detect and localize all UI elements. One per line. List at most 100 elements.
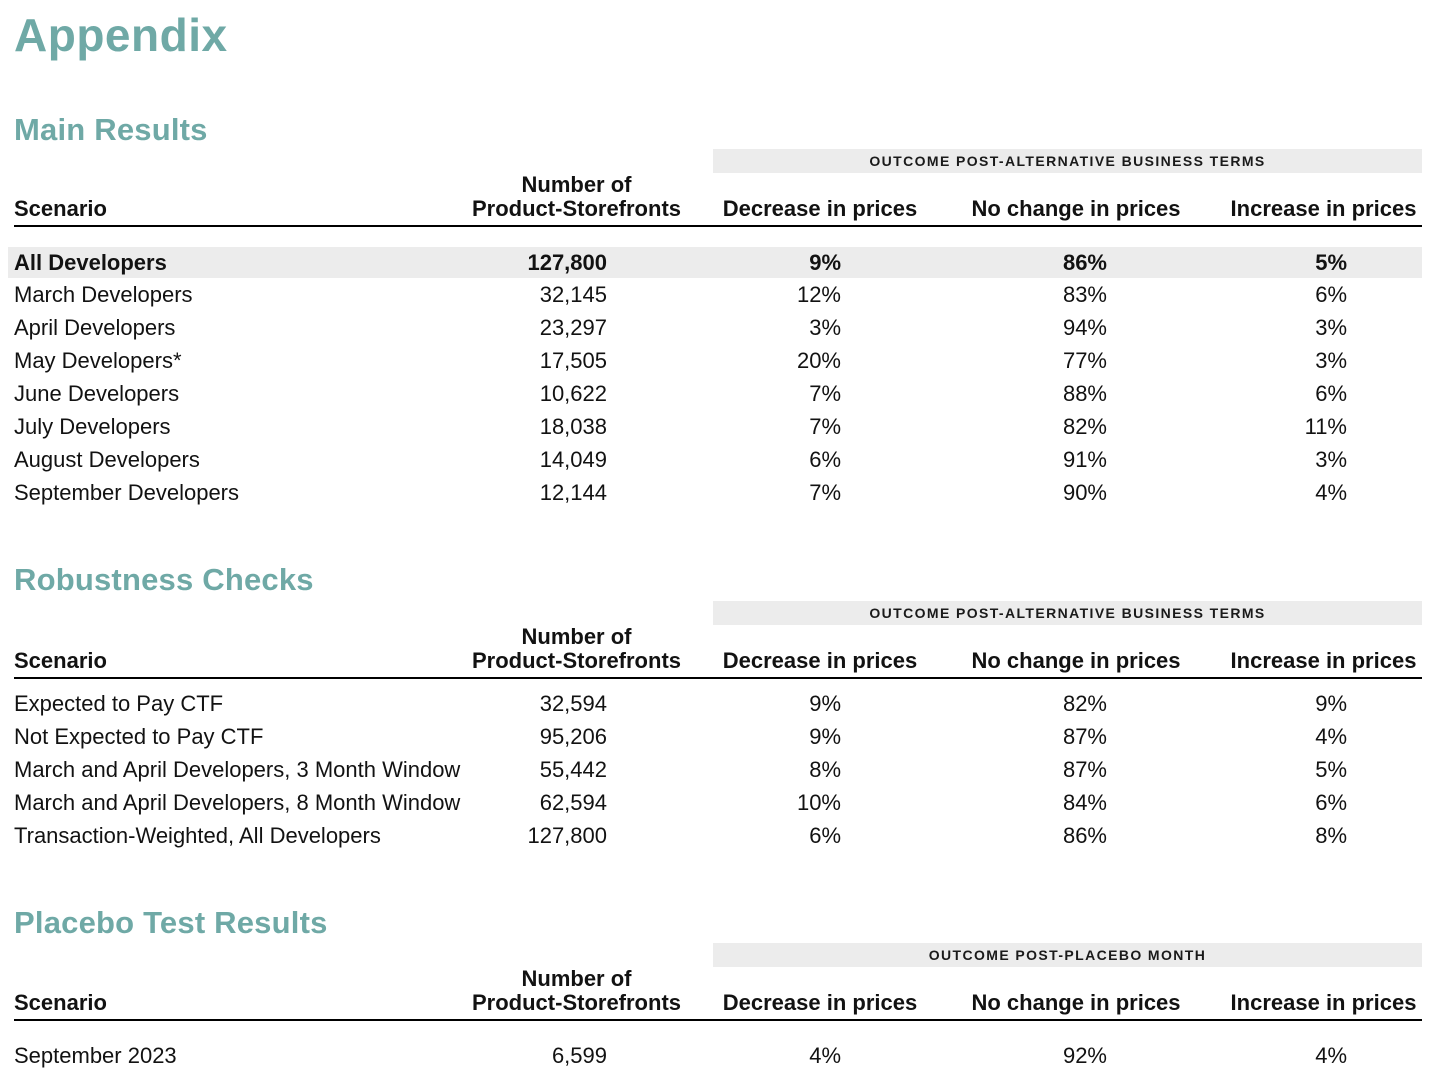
robustness-checks-table: OUTCOME POST-ALTERNATIVE BUSINESS TERMS …: [14, 601, 1422, 852]
increase-cell: 6%: [1315, 380, 1347, 406]
scenario-cell: June Developers: [14, 380, 180, 406]
table-body: Expected to Pay CTF 32,594 9% 82% 9% Not…: [14, 687, 1422, 852]
page-title: Appendix: [14, 9, 228, 61]
count-cell: 17,505: [539, 347, 607, 373]
no-change-cell: 86%: [1062, 249, 1107, 275]
main-results-table: OUTCOME POST-ALTERNATIVE BUSINESS TERMS …: [8, 149, 1422, 509]
count-cell: 62,594: [539, 789, 607, 815]
section-title-robustness-checks: Robustness Checks: [14, 562, 314, 597]
table-header-row: Scenario Number of Product-Storefronts D…: [14, 625, 1422, 679]
decrease-cell: 7%: [809, 413, 841, 439]
decrease-cell: 3%: [809, 314, 841, 340]
table-body: All Developers 127,800 9% 86% 5% March D…: [8, 247, 1422, 509]
column-header-increase: Increase in prices: [1230, 196, 1417, 221]
table-row: July Developers 18,038 7% 82% 11%: [14, 410, 1422, 443]
increase-cell: 8%: [1315, 822, 1347, 848]
scenario-cell: March and April Developers, 3 Month Wind…: [14, 756, 461, 782]
increase-cell: 11%: [1304, 413, 1347, 439]
column-header-storefronts-line1: Number of: [521, 172, 632, 197]
count-cell: 14,049: [539, 446, 607, 472]
decrease-cell: 6%: [809, 822, 841, 848]
count-cell: 10,622: [539, 380, 607, 406]
no-change-cell: 86%: [1062, 822, 1107, 848]
column-header-scenario: Scenario: [14, 990, 107, 1015]
no-change-cell: 94%: [1062, 314, 1107, 340]
increase-cell: 3%: [1315, 347, 1347, 373]
table-header-row: Scenario Number of Product-Storefronts D…: [14, 967, 1422, 1021]
section-title-main-results: Main Results: [14, 112, 208, 147]
column-header-storefronts-line1: Number of: [521, 966, 632, 991]
scenario-cell: September 2023: [14, 1042, 177, 1068]
table-row: March Developers 32,145 12% 83% 6%: [14, 278, 1422, 311]
no-change-cell: 87%: [1062, 756, 1107, 782]
table-row: June Developers 10,622 7% 88% 6%: [14, 377, 1422, 410]
count-cell: 32,594: [539, 690, 607, 716]
decrease-cell: 10%: [796, 789, 841, 815]
count-cell: 12,144: [539, 479, 607, 505]
decrease-cell: 7%: [809, 479, 841, 505]
outcome-band-row: OUTCOME POST-PLACEBO MONTH: [14, 943, 1422, 967]
table-row: Transaction-Weighted, All Developers 127…: [14, 819, 1422, 852]
column-header-scenario: Scenario: [14, 196, 107, 221]
decrease-cell: 9%: [809, 249, 841, 275]
count-cell: 6,599: [551, 1042, 607, 1068]
table-row: September Developers 12,144 7% 90% 4%: [14, 476, 1422, 509]
no-change-cell: 90%: [1062, 479, 1107, 505]
count-cell: 18,038: [539, 413, 607, 439]
increase-cell: 6%: [1315, 281, 1347, 307]
column-header-no-change: No change in prices: [971, 196, 1181, 221]
column-header-increase: Increase in prices: [1230, 648, 1417, 673]
column-header-increase: Increase in prices: [1230, 990, 1417, 1015]
no-change-cell: 83%: [1062, 281, 1107, 307]
scenario-cell: August Developers: [14, 446, 200, 472]
table-row: Expected to Pay CTF 32,594 9% 82% 9%: [14, 687, 1422, 720]
section-title-placebo-test-results: Placebo Test Results: [14, 905, 328, 940]
outcome-band: OUTCOME POST-ALTERNATIVE BUSINESS TERMS: [713, 149, 1422, 173]
decrease-cell: 4%: [809, 1042, 841, 1068]
table-row: March and April Developers, 3 Month Wind…: [14, 753, 1422, 786]
increase-cell: 9%: [1315, 690, 1347, 716]
decrease-cell: 6%: [809, 446, 841, 472]
column-header-decrease: Decrease in prices: [722, 196, 918, 221]
table-row: April Developers 23,297 3% 94% 3%: [14, 311, 1422, 344]
increase-cell: 6%: [1315, 789, 1347, 815]
scenario-cell: Transaction-Weighted, All Developers: [14, 822, 381, 848]
count-cell: 127,800: [527, 249, 607, 275]
count-cell: 127,800: [527, 822, 607, 848]
placebo-test-table: OUTCOME POST-PLACEBO MONTH Scenario Numb…: [14, 943, 1422, 1072]
increase-cell: 3%: [1315, 314, 1347, 340]
table-row: September 2023 6,599 4% 92% 4%: [14, 1039, 1422, 1072]
no-change-cell: 88%: [1062, 380, 1107, 406]
increase-cell: 5%: [1315, 249, 1347, 275]
decrease-cell: 12%: [796, 281, 841, 307]
column-header-decrease: Decrease in prices: [722, 990, 918, 1015]
count-cell: 23,297: [539, 314, 607, 340]
column-header-storefronts: Number of Product-Storefronts: [440, 967, 713, 1020]
increase-cell: 5%: [1315, 756, 1347, 782]
column-header-storefronts-line2: Product-Storefronts: [472, 648, 681, 673]
column-header-no-change: No change in prices: [971, 990, 1181, 1015]
count-cell: 55,442: [539, 756, 607, 782]
column-header-storefronts-line2: Product-Storefronts: [472, 196, 681, 221]
outcome-band-row: OUTCOME POST-ALTERNATIVE BUSINESS TERMS: [14, 149, 1422, 173]
scenario-cell: Not Expected to Pay CTF: [14, 723, 264, 749]
scenario-cell: March and April Developers, 8 Month Wind…: [14, 789, 461, 815]
count-cell: 95,206: [539, 723, 607, 749]
column-header-storefronts-line1: Number of: [521, 624, 632, 649]
column-header-no-change: No change in prices: [971, 648, 1181, 673]
outcome-band-row: OUTCOME POST-ALTERNATIVE BUSINESS TERMS: [14, 601, 1422, 625]
scenario-cell: July Developers: [14, 413, 171, 439]
no-change-cell: 91%: [1062, 446, 1107, 472]
decrease-cell: 7%: [809, 380, 841, 406]
decrease-cell: 9%: [809, 690, 841, 716]
table-row: March and April Developers, 8 Month Wind…: [14, 786, 1422, 819]
scenario-cell: Expected to Pay CTF: [14, 690, 224, 716]
no-change-cell: 87%: [1062, 723, 1107, 749]
decrease-cell: 8%: [809, 756, 841, 782]
column-header-storefronts-line2: Product-Storefronts: [472, 990, 681, 1015]
no-change-cell: 84%: [1062, 789, 1107, 815]
scenario-cell: April Developers: [14, 314, 176, 340]
table-row-all-developers: All Developers 127,800 9% 86% 5%: [8, 247, 1422, 278]
increase-cell: 3%: [1315, 446, 1347, 472]
